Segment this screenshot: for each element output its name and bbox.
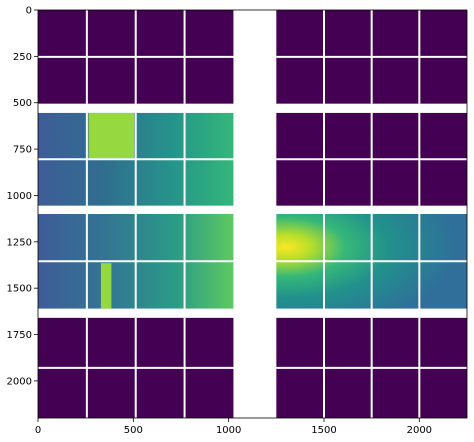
x-tick-label: 0 (35, 425, 41, 436)
y-tick-label: 0 (26, 6, 32, 17)
hot-pixel-region-1 (100, 263, 112, 309)
y-tick-label: 250 (13, 52, 32, 63)
x-axis: 0 500 1000 1500 2000 (35, 418, 432, 436)
x-tick-label: 1000 (216, 425, 241, 436)
axes-border (37, 9, 468, 419)
x-tick-label: 500 (124, 425, 143, 436)
y-tick-label: 1500 (7, 284, 32, 295)
y-tick-label: 1250 (7, 237, 32, 248)
axes-area (37, 9, 468, 419)
x-tick-label: 2000 (407, 425, 432, 436)
y-tick-label: 1000 (7, 191, 32, 202)
hot-pixel-region-0 (88, 112, 135, 159)
x-tick-label: 1500 (311, 425, 336, 436)
y-tick-label: 500 (13, 98, 32, 109)
panel-gap-lines (38, 10, 467, 418)
y-tick-label: 2000 (7, 376, 32, 387)
y-tick-label: 1750 (7, 330, 32, 341)
y-tick-label: 750 (13, 145, 32, 156)
y-axis: 0 250 500 750 1000 1250 1500 1750 2000 (7, 6, 38, 387)
